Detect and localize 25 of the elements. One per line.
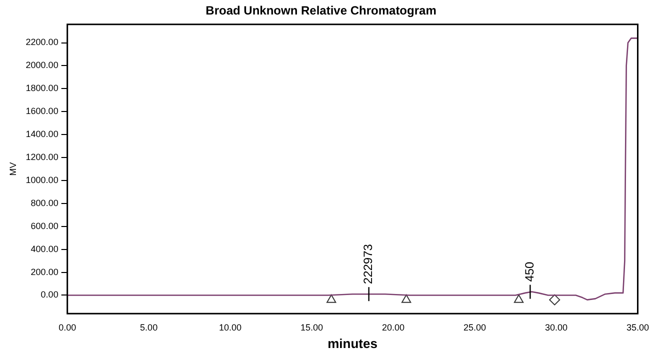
- y-tick-label: 200.00: [30, 266, 58, 277]
- x-tick-label: 10.00: [219, 322, 242, 332]
- y-axis-title: MV: [8, 162, 18, 176]
- y-tick-label: 2000.00: [26, 60, 58, 70]
- x-axis-title: minutes: [328, 336, 378, 351]
- x-tick-label: 20.00: [382, 322, 405, 332]
- y-tick-label: 1200.00: [26, 152, 58, 162]
- y-tick-label: 1600.00: [26, 106, 58, 116]
- y-tick-label: 2200.00: [26, 37, 58, 48]
- x-tick-label: 5.00: [140, 322, 158, 332]
- y-tick-label: 1800.00: [26, 83, 58, 94]
- x-tick-label: 25.00: [464, 322, 486, 332]
- y-tick-label: 0.00: [40, 290, 58, 300]
- y-tick-label: 400.00: [30, 244, 58, 254]
- y-tick-label: 1400.00: [26, 129, 58, 140]
- annotation: 450: [522, 261, 536, 282]
- x-tick-label: 30.00: [544, 322, 568, 332]
- y-tick-label: 1000.00: [26, 174, 58, 185]
- chart-title: Broad Unknown Relative Chromatogram: [206, 4, 436, 18]
- annotation: 222973: [361, 244, 376, 284]
- x-tick-label: 15.00: [300, 322, 324, 332]
- x-tick-label: 0.00: [58, 322, 76, 332]
- y-tick-label: 600.00: [30, 220, 58, 231]
- x-tick-label: 35.00: [626, 322, 650, 332]
- y-tick-label: 800.00: [30, 198, 58, 208]
